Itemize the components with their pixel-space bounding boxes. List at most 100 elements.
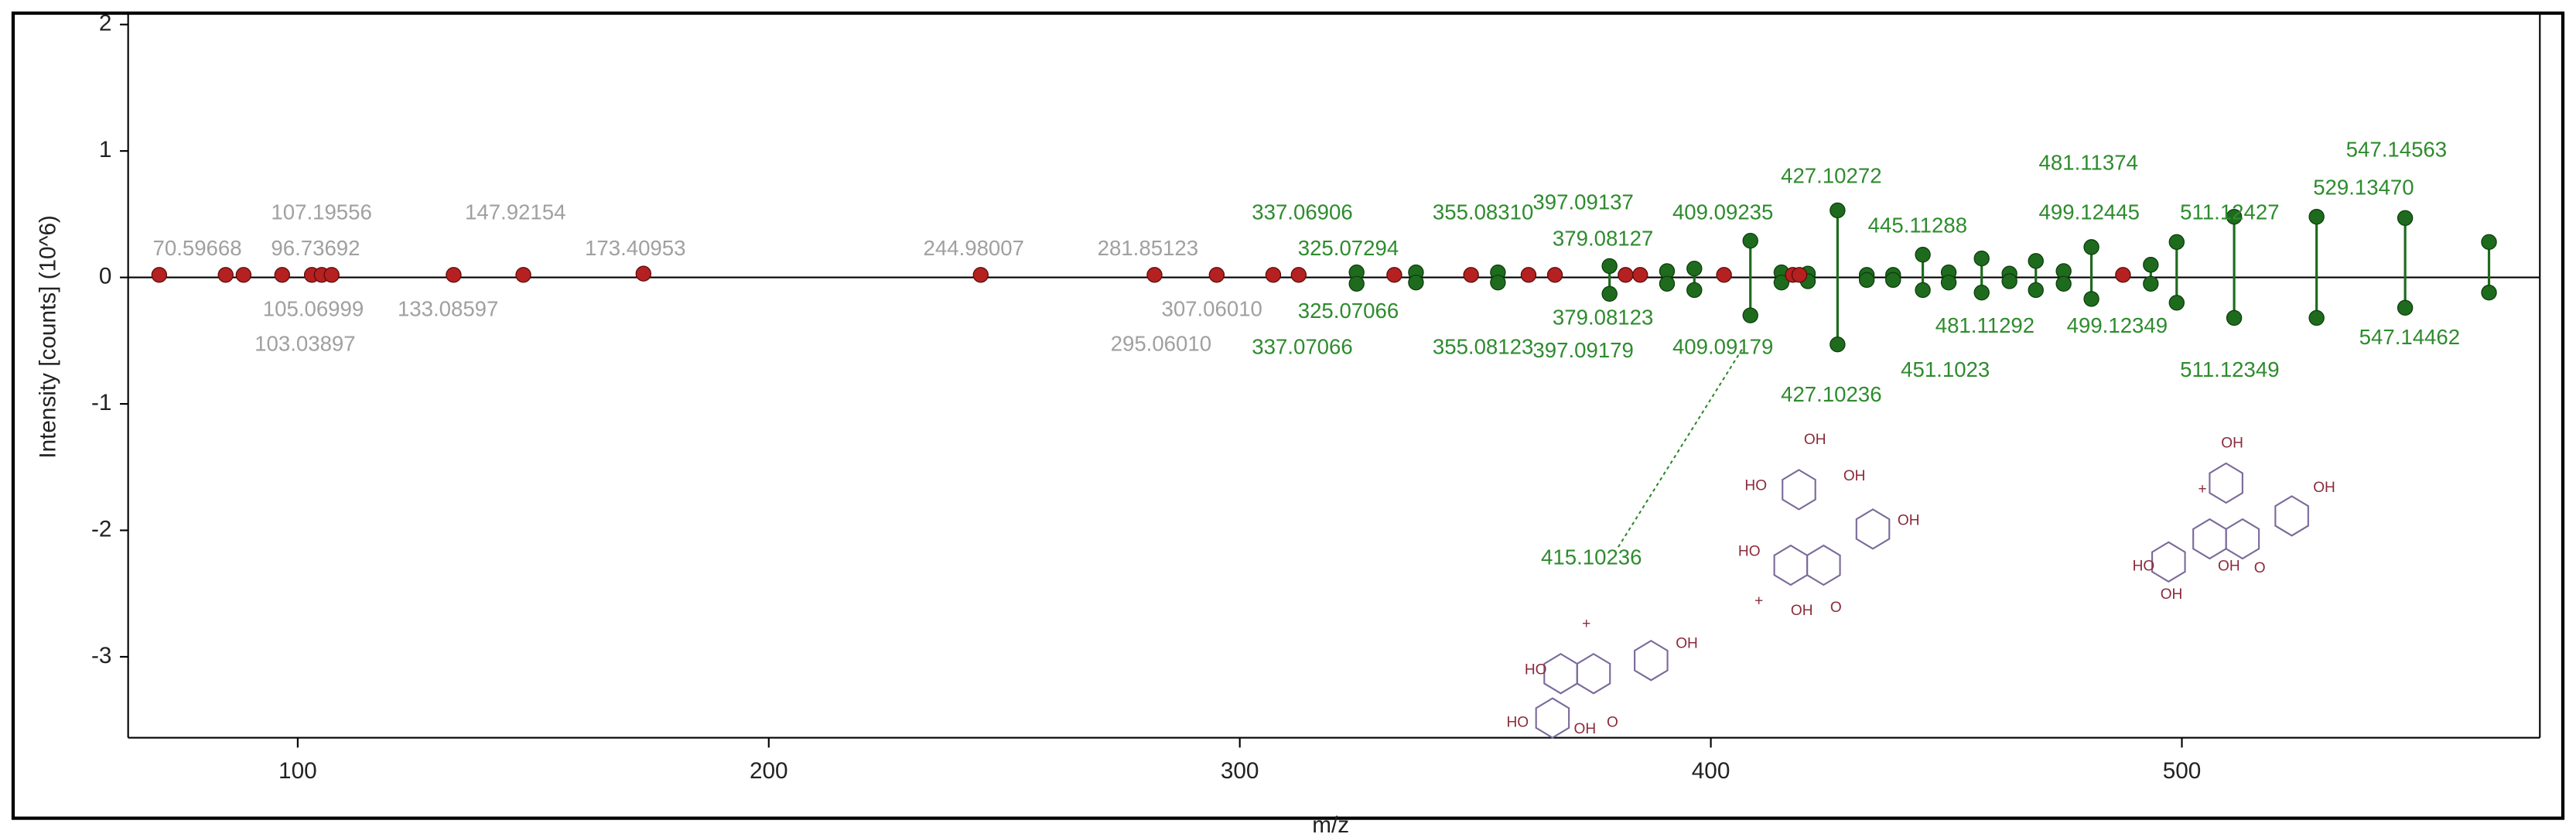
peak-label: 451.1023 (1901, 357, 1990, 381)
peak-bottom (1773, 274, 1790, 291)
peak-point (235, 267, 252, 283)
peak-top (1686, 260, 1703, 277)
peak-label: 481.11292 (1935, 313, 2034, 337)
peak-label: 355.08310 (1433, 200, 1533, 224)
peak-top (1601, 258, 1618, 275)
peak-bottom (1885, 272, 1901, 289)
peak-bottom (1830, 337, 1846, 353)
x-tick-label: 100 (278, 758, 317, 784)
ring (1576, 653, 1611, 695)
peak-label: 445.11288 (1868, 213, 1967, 237)
atom-label: HO (1525, 662, 1547, 678)
peak-point (1632, 267, 1648, 283)
peak-point (1520, 267, 1537, 283)
peak-top (2028, 253, 2044, 269)
peak-bottom (1973, 285, 1990, 301)
y-tick-label: -3 (91, 643, 111, 668)
peak-point (1618, 267, 1634, 283)
peak-label: 379.08123 (1553, 305, 1653, 329)
peak-point (274, 267, 290, 283)
leader-line (1617, 344, 1746, 548)
peak-point (972, 267, 989, 283)
peak-bottom (1601, 285, 1618, 302)
peak-label: 379.08127 (1553, 226, 1653, 250)
peak-top (1830, 202, 1846, 219)
peak-bottom (2481, 285, 2497, 301)
peak-point (1716, 267, 1732, 283)
atom-label: OH (2161, 586, 2183, 603)
peak-point (1546, 267, 1563, 283)
peak-label: 173.40953 (585, 236, 685, 260)
y-tick-label: 2 (99, 11, 112, 36)
peak-point (446, 267, 462, 283)
peak-label: 409.09235 (1672, 200, 1773, 224)
atom-label: O (1830, 600, 1842, 616)
peak-label: 281.85123 (1098, 236, 1198, 260)
peak-top (1973, 250, 1990, 267)
peak-point (1265, 267, 1282, 283)
peak-point (323, 267, 340, 283)
peak-bottom (2083, 291, 2099, 307)
atom-label: HO (2133, 559, 2155, 575)
atom-label: OH (1676, 636, 1698, 652)
peak-label: 427.10272 (1781, 164, 1881, 188)
atom-label: OH (1843, 468, 1866, 484)
peak-label: 511.12349 (2180, 357, 2279, 381)
peak-point (217, 267, 234, 283)
peak-label: 337.06906 (1252, 200, 1352, 224)
peak-bottom (2055, 275, 2072, 292)
x-tick-label: 200 (750, 758, 788, 784)
y-tick-label: -1 (91, 390, 111, 415)
atom-label: HO (1744, 478, 1767, 494)
peak-top (1742, 233, 1758, 249)
peak-point (1208, 267, 1225, 283)
atom-label: OH (2218, 559, 2240, 575)
peak-bottom (1659, 275, 1676, 292)
atom-label: OH (1791, 603, 1813, 619)
peak-label: 244.98007 (924, 236, 1024, 260)
atom-label: + (2198, 481, 2207, 497)
peak-label: 96.73692 (271, 236, 360, 260)
atom-label: O (2254, 560, 2266, 576)
peak-label: 397.09179 (1532, 338, 1633, 362)
peak-label: 355.08123 (1433, 335, 1533, 359)
peak-label: 133.08597 (398, 297, 498, 321)
peak-bottom (1940, 274, 1957, 291)
peak-label: 481.11374 (2039, 151, 2138, 175)
y-tick-label: 0 (99, 263, 112, 289)
peak-bottom (1915, 282, 1931, 299)
peak-top (2083, 239, 2099, 255)
x-tick-label: 300 (1221, 758, 1259, 784)
peak-label: 547.14563 (2346, 138, 2447, 162)
peak-bottom (2001, 273, 2017, 289)
peak-bottom (2168, 295, 2185, 311)
y-tick-label: -2 (91, 516, 111, 542)
ring (2274, 495, 2309, 537)
atom-label: OH (1574, 721, 1597, 737)
peak-bottom (2308, 309, 2325, 326)
peak-point (515, 267, 531, 283)
peak-bottom (1742, 307, 1758, 323)
peak-top (2481, 234, 2497, 251)
structure-drawings (1535, 462, 2309, 739)
peak-point (1463, 267, 1479, 283)
peak-point (151, 267, 168, 283)
y-axis-title: Intensity [counts] (10^6) (36, 215, 61, 459)
peak-label: 295.06010 (1111, 331, 1211, 355)
peak-bottom (1686, 282, 1703, 299)
atom-label: OH (2313, 480, 2335, 496)
ring (1855, 508, 1891, 550)
ring (1773, 544, 1809, 586)
ring (1543, 653, 1578, 695)
ring (1634, 640, 1669, 682)
peak-top (2143, 257, 2159, 273)
peak-top (2168, 234, 2185, 251)
peak-top (2308, 208, 2325, 225)
peak-bottom (2397, 299, 2414, 316)
peak-point (1146, 267, 1163, 283)
peak-label: 499.12349 (2067, 313, 2168, 337)
atom-label: OH (2221, 435, 2243, 451)
peak-label: 427.10236 (1781, 382, 1881, 406)
atom-label: + (1582, 616, 1590, 632)
